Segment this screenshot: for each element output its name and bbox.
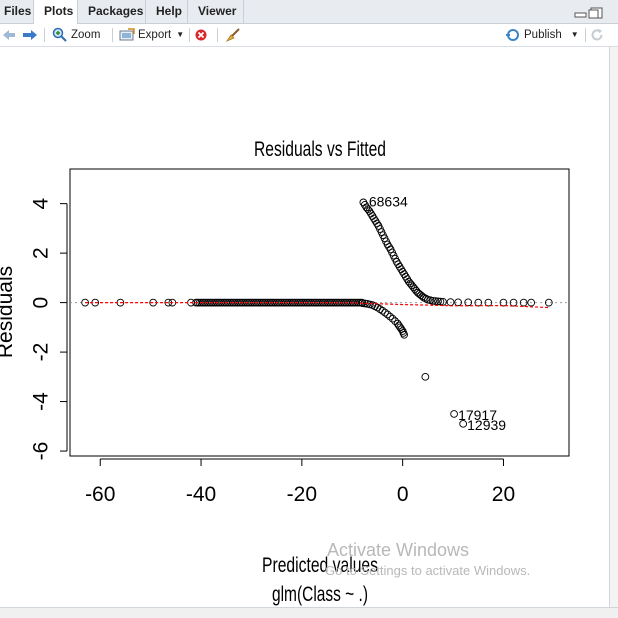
zoom-button[interactable]: Zoom — [52, 24, 100, 46]
back-button[interactable] — [2, 24, 16, 46]
data-point — [357, 298, 366, 307]
export-label: Export — [138, 29, 172, 41]
chart-title: Residuals vs Fitted — [254, 138, 386, 161]
chevron-down-icon: ▼ — [176, 30, 185, 39]
data-point — [519, 298, 528, 307]
clear-all-plots-button[interactable] — [225, 24, 241, 46]
export-button[interactable]: Export ▼ — [119, 24, 184, 46]
data-point — [544, 298, 553, 307]
data-point — [484, 298, 493, 307]
data-point — [459, 419, 468, 428]
data-point — [383, 310, 392, 319]
forward-arrow-icon — [23, 30, 37, 40]
vertical-scrollbar[interactable] — [610, 47, 618, 607]
data-point — [454, 298, 462, 307]
data-point — [509, 298, 518, 307]
x-tick-label: -40 — [186, 483, 216, 506]
pane-tab-bar: Files Plots Packages Help Viewer — [0, 0, 618, 24]
forward-button[interactable] — [22, 24, 38, 46]
x-axis-sublabel: glm(Class ~ .) — [272, 583, 368, 606]
point-annotation: 17917 — [458, 407, 497, 423]
data-point — [379, 231, 387, 240]
point-annotation: 12939 — [467, 417, 506, 433]
data-point — [391, 317, 399, 326]
y-axis-label: Residuals — [0, 266, 17, 358]
delete-plot-icon — [195, 29, 207, 41]
tab-plots[interactable]: Plots — [34, 0, 78, 24]
delete-plot-button[interactable] — [195, 24, 207, 46]
data-point — [81, 298, 89, 307]
data-point — [431, 297, 440, 305]
data-point — [388, 314, 397, 323]
x-tick-label: -60 — [85, 483, 115, 506]
tab-files[interactable]: Files — [0, 0, 34, 23]
data-point — [421, 372, 430, 381]
window-controls — [574, 6, 604, 19]
chevron-down-icon: ▼ — [570, 30, 579, 39]
data-point — [399, 329, 408, 337]
smooth-line — [85, 302, 549, 309]
data-point — [527, 298, 536, 307]
data-point — [474, 298, 483, 307]
residuals-vs-fitted-plot: Residuals vs Fitted -60 -40 -20 0 20-6-4-202… — [0, 138, 570, 606]
x-tick-label: -20 — [287, 483, 317, 506]
y-tick-label: 4 — [30, 197, 53, 209]
data-point — [378, 306, 387, 315]
data-points — [81, 198, 553, 428]
y-tick-label: 2 — [30, 247, 53, 259]
bottom-scrollbar[interactable] — [0, 607, 618, 618]
y-tick-label: -6 — [30, 442, 53, 461]
data-point — [499, 298, 508, 307]
data-point — [422, 294, 430, 303]
data-point — [464, 298, 473, 307]
data-point — [450, 410, 458, 418]
maximize-icon[interactable] — [588, 7, 603, 19]
x-tick-label: 20 — [492, 483, 515, 506]
data-point — [434, 297, 442, 306]
data-point — [388, 248, 396, 257]
export-icon — [119, 28, 135, 41]
data-point — [381, 308, 389, 317]
watermark-line2: Go to Settings to activate Windows. — [325, 563, 531, 578]
plot-viewport: Residuals vs Fitted -60 -40 -20 0 20 -6 -4 -2 0 2… — [0, 47, 610, 607]
point-annotation: 68634 — [369, 194, 408, 210]
publish-button[interactable]: Publish ▼ — [505, 24, 579, 46]
data-point — [366, 300, 374, 309]
back-arrow-icon — [3, 30, 15, 40]
y-tick-label: -2 — [30, 343, 53, 362]
data-point — [397, 325, 406, 334]
y-tick-label: 0 — [30, 297, 53, 309]
plot-frame — [69, 168, 570, 457]
windows-activation-watermark: Activate Windows Go to Settings to activ… — [325, 540, 531, 578]
plots-toolbar: Zoom Export ▼ Publish ▼ — [0, 24, 618, 47]
tab-viewer[interactable]: Viewer — [188, 0, 244, 23]
x-tick-label: 0 — [397, 483, 409, 506]
y-tick-label: -4 — [30, 392, 53, 411]
publish-icon — [506, 29, 519, 41]
watermark-line1: Activate Windows — [327, 540, 470, 560]
data-point — [386, 312, 394, 321]
broom-icon — [225, 28, 240, 42]
data-point — [376, 225, 384, 233]
zoom-icon — [52, 27, 67, 42]
data-point — [426, 296, 435, 305]
zoom-label: Zoom — [71, 29, 101, 41]
minimize-icon[interactable] — [574, 12, 587, 18]
tab-help[interactable]: Help — [146, 0, 188, 23]
x-axis-label: Predicted values — [262, 554, 378, 577]
refresh-button[interactable] — [590, 24, 604, 46]
refresh-icon — [591, 29, 603, 41]
publish-label: Publish — [524, 29, 562, 41]
tab-packages[interactable]: Packages — [78, 0, 146, 23]
